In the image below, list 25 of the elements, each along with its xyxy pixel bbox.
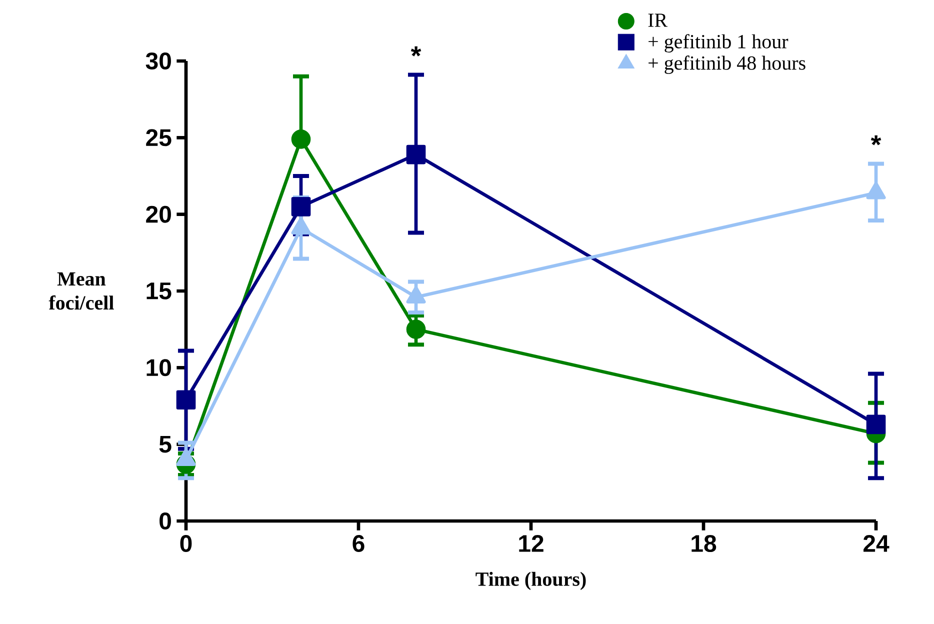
point [176, 390, 196, 410]
y-tick-label: 15 [146, 282, 172, 300]
x-tick-label: 0 [180, 535, 192, 552]
y-tick-label: 20 [146, 206, 171, 223]
x-tick-label: 18 [692, 535, 716, 552]
legend-label: + gefitinib 1 hour [648, 34, 788, 53]
point [406, 320, 426, 339]
annotation: * [410, 46, 422, 56]
y-tick-label: 25 [146, 129, 172, 146]
annotation: * [870, 135, 882, 146]
y-tick-label: 30 [146, 52, 171, 70]
y-tick-label: 5 [159, 436, 172, 453]
x-tick-label: 12 [519, 535, 544, 552]
x-tick-label: 24 [864, 535, 890, 552]
point [866, 414, 886, 434]
x-tick-label: 6 [352, 535, 364, 552]
point [406, 144, 426, 164]
y-axis-title: Mean foci/cell [48, 272, 114, 310]
legend-label: IR [648, 14, 668, 27]
legend-label: + gefitinib 48 hours [648, 56, 806, 74]
point [291, 130, 311, 149]
y-tick-label: 0 [160, 512, 171, 530]
y-tick-label: 10 [146, 359, 171, 376]
point [291, 196, 311, 216]
x-axis-title: Time (hours) [476, 572, 586, 590]
